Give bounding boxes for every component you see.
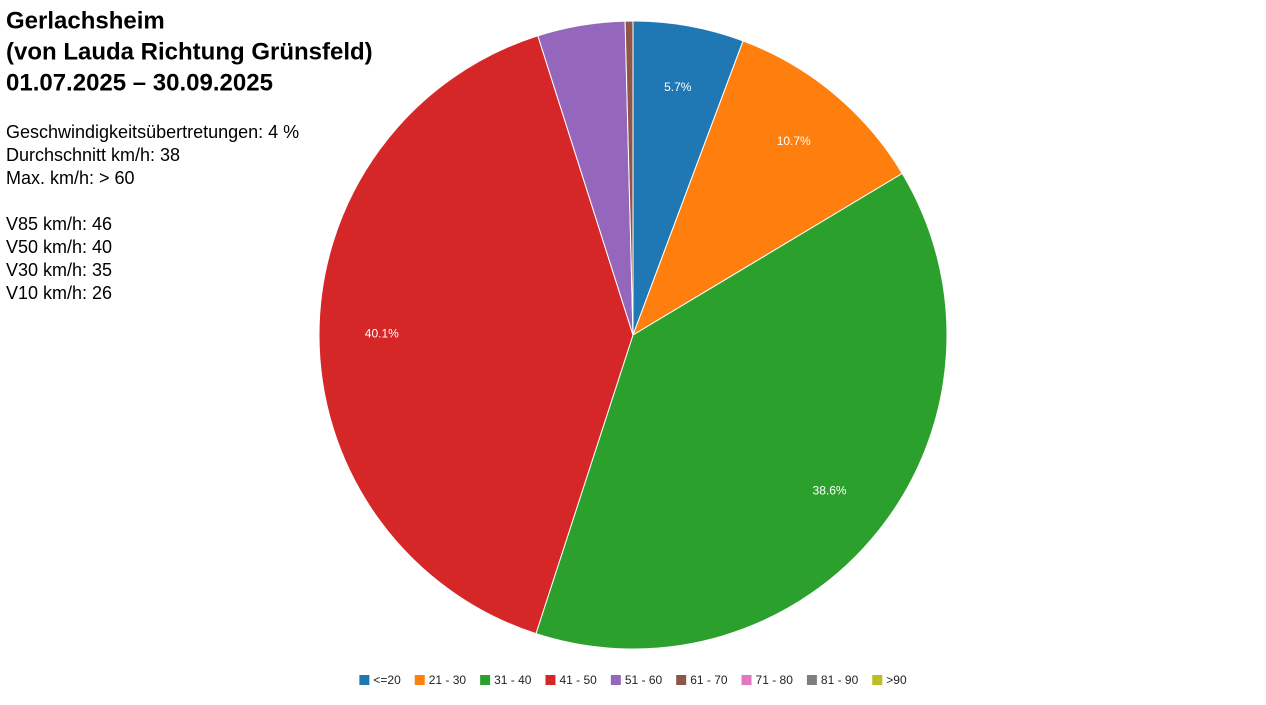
slice-label: 38.6% bbox=[813, 484, 847, 498]
legend-swatch bbox=[545, 675, 556, 685]
chart-title: 01.07.2025 – 30.09.2025 bbox=[6, 69, 273, 96]
stat-note: V30 km/h: 35 bbox=[6, 260, 112, 280]
stat-note: Geschwindigkeitsübertretungen: 4 % bbox=[6, 122, 299, 142]
legend-swatch bbox=[741, 675, 752, 685]
legend-label: <=20 bbox=[373, 673, 401, 687]
legend-swatch bbox=[414, 675, 425, 685]
stat-note: Durchschnitt km/h: 38 bbox=[6, 145, 180, 165]
slice-label: 5.7% bbox=[664, 80, 692, 94]
legend-label: 41 - 50 bbox=[559, 673, 597, 687]
pie-slice bbox=[318, 35, 634, 635]
stat-note: Max. km/h: > 60 bbox=[6, 168, 135, 188]
pie-slice bbox=[535, 172, 948, 650]
slice-label: 40.1% bbox=[365, 326, 399, 340]
legend-swatch bbox=[610, 675, 621, 685]
chart-title: (von Lauda Richtung Grünsfeld) bbox=[6, 38, 373, 65]
legend-swatch bbox=[480, 675, 491, 685]
legend-label: >90 bbox=[886, 673, 907, 687]
slice-label: 10.7% bbox=[777, 134, 811, 148]
pie-slice bbox=[632, 40, 903, 337]
chart-title: Gerlachsheim bbox=[6, 7, 165, 34]
legend-label: 61 - 70 bbox=[690, 673, 728, 687]
legend-label: 51 - 60 bbox=[625, 673, 663, 687]
stat-note: V50 km/h: 40 bbox=[6, 237, 112, 257]
legend-label: 71 - 80 bbox=[756, 673, 794, 687]
legend-swatch bbox=[806, 675, 817, 685]
stat-note: V85 km/h: 46 bbox=[6, 214, 112, 234]
legend-label: 21 - 30 bbox=[429, 673, 467, 687]
stat-note: V10 km/h: 26 bbox=[6, 283, 112, 303]
legend-swatch bbox=[359, 675, 370, 685]
legend-swatch bbox=[872, 675, 883, 685]
legend-swatch bbox=[676, 675, 687, 685]
legend-label: 81 - 90 bbox=[821, 673, 859, 687]
legend-label: 31 - 40 bbox=[494, 673, 532, 687]
pie-slice bbox=[624, 20, 634, 336]
